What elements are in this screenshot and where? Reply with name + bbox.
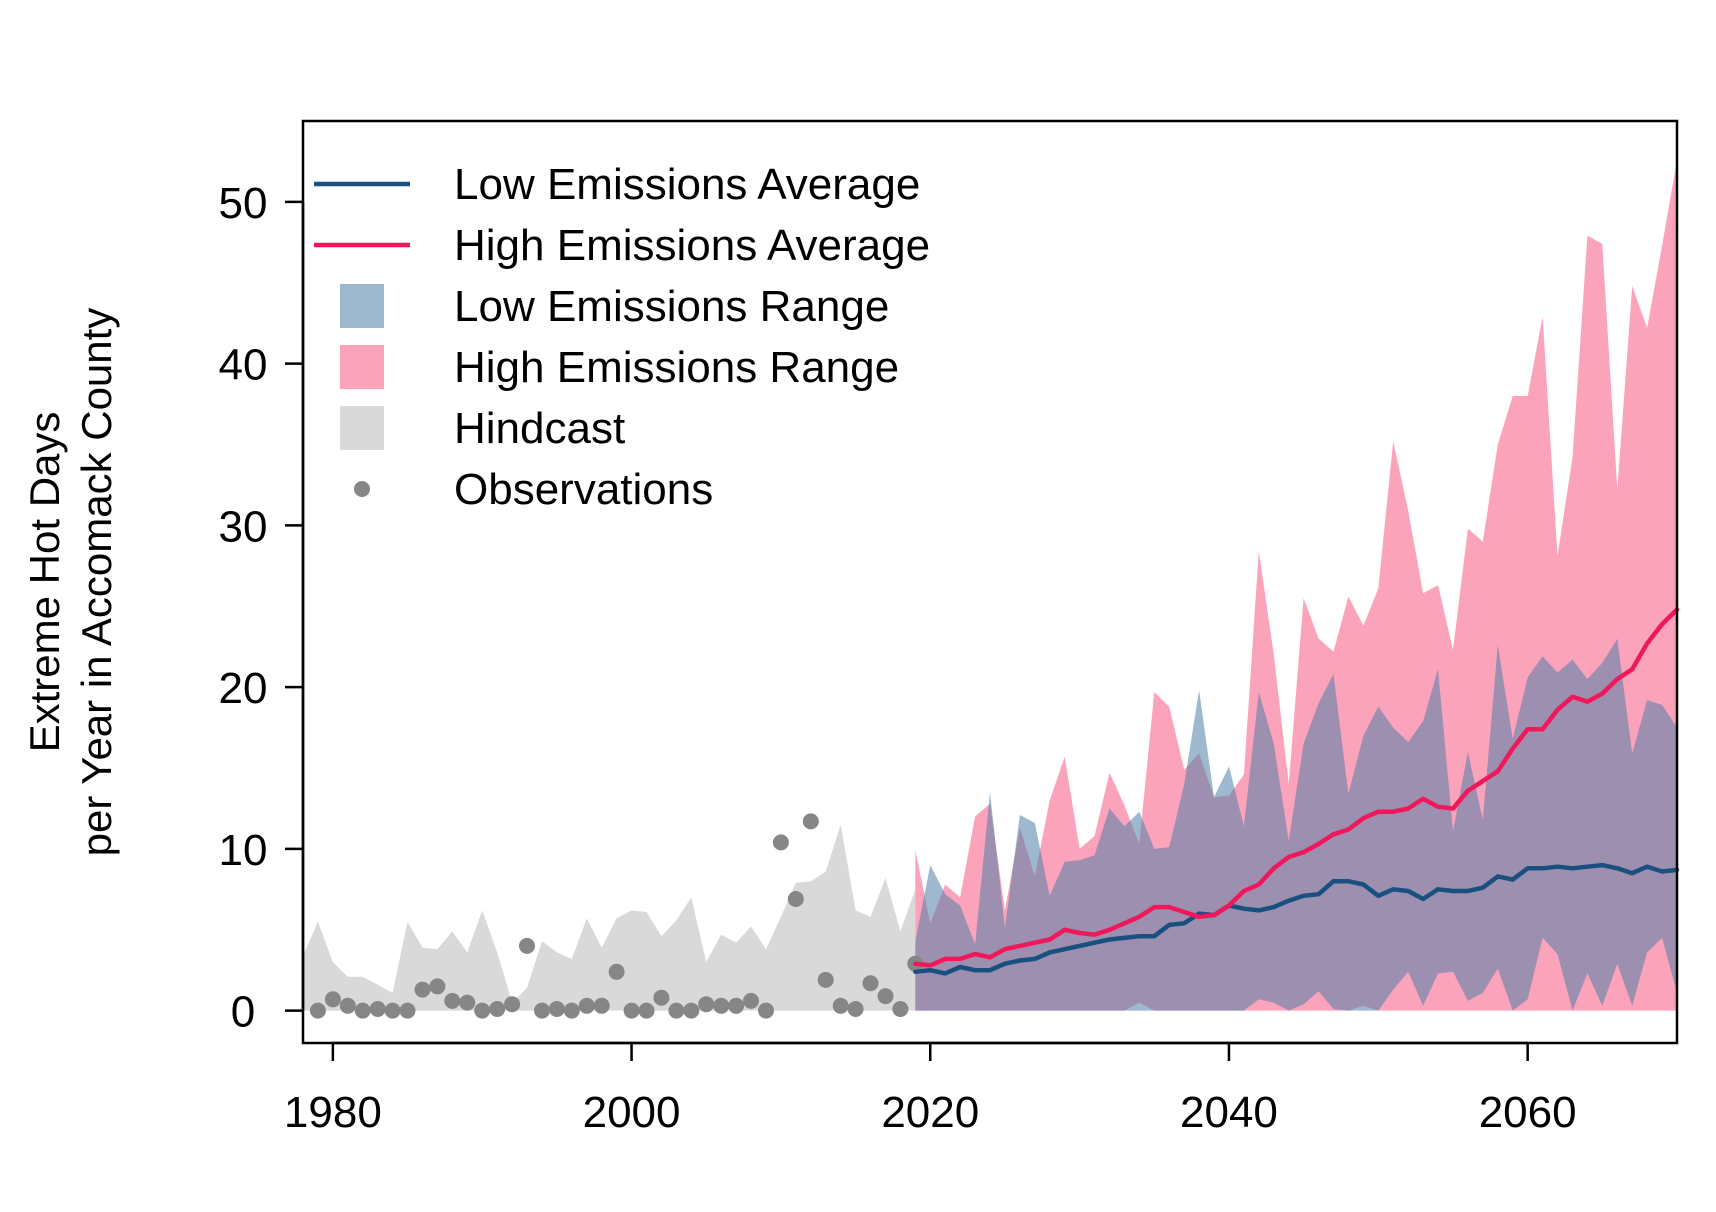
observation-point (787, 891, 804, 907)
legend-entry: High Emissions Range (340, 343, 899, 392)
observation-point (548, 1001, 565, 1017)
legend: Low Emissions Average High Emissions Aver… (314, 160, 930, 514)
hindcast-area (303, 824, 916, 1011)
observations-layer (309, 813, 924, 1019)
low-emissions-range-layer (915, 638, 1677, 1011)
observation-point (817, 971, 834, 988)
observation-point (369, 1001, 386, 1017)
legend-entry: Observations (354, 465, 713, 514)
observation-point (534, 1002, 550, 1019)
observation-point (713, 997, 730, 1014)
observation-point (698, 996, 715, 1013)
observation-point (384, 1002, 401, 1019)
observation-point (668, 1002, 685, 1019)
y-tick-label: 40 (219, 341, 268, 390)
y-tick-label: 30 (219, 502, 268, 551)
y-axis-title-line: per Year in Accomack County (73, 308, 120, 857)
legend-point-swatch (354, 481, 370, 497)
hindcast-area-layer (303, 824, 916, 1011)
observation-point (309, 1002, 326, 1019)
observation-point (578, 997, 595, 1014)
legend-entry: Hindcast (340, 404, 625, 453)
observation-point (399, 1002, 416, 1019)
observation-point (519, 937, 535, 954)
legend-label: Hindcast (454, 404, 625, 453)
low-emissions-range-area (915, 638, 1677, 1011)
observation-point (653, 989, 670, 1006)
observation-point (429, 978, 446, 995)
y-tick-label: 10 (219, 826, 268, 875)
x-axis: 1980 2000 2020 2040 2060 (284, 1041, 1577, 1137)
observation-point (623, 1002, 640, 1019)
legend-entry: Low Emissions Range (340, 282, 889, 331)
y-axis-title: Extreme Hot Days per Year in Accomack Cou… (21, 308, 120, 857)
observation-point (638, 1002, 655, 1019)
average-lines-layer (913, 607, 1680, 976)
legend-box-swatch (340, 284, 384, 328)
observation-point (563, 1002, 580, 1019)
legend-label: High Emissions Range (454, 343, 899, 392)
y-axis-title-line: Extreme Hot Days (21, 412, 68, 753)
observation-point (772, 834, 789, 851)
observation-point (459, 994, 476, 1011)
legend-box-swatch (340, 406, 384, 450)
observation-point (474, 1002, 491, 1019)
observation-point (758, 1002, 774, 1019)
observation-point (354, 1002, 371, 1019)
legend-label: Low Emissions Average (454, 160, 920, 209)
observation-point (743, 992, 759, 1009)
observation-point (504, 996, 521, 1013)
observation-point (339, 997, 356, 1014)
observation-point (728, 997, 745, 1014)
x-tick-label: 2020 (881, 1088, 979, 1137)
observation-point (832, 997, 849, 1014)
x-tick-label: 2060 (1479, 1088, 1577, 1137)
legend-entry: High Emissions Average (314, 221, 930, 270)
observation-point (489, 1001, 506, 1017)
y-tick-label: 0 (231, 988, 255, 1037)
observation-point (892, 1001, 909, 1017)
x-tick-label: 2000 (583, 1088, 681, 1137)
observation-point (862, 975, 879, 992)
y-tick-label: 50 (219, 179, 268, 228)
observation-point (802, 813, 819, 830)
low-emissions-average-line (913, 862, 1680, 976)
observation-point (847, 1001, 864, 1017)
observation-point (593, 997, 610, 1014)
observation-point (324, 991, 341, 1008)
y-axis: 0 10 20 30 40 50 (219, 179, 305, 1037)
legend-box-swatch (340, 345, 384, 389)
legend-label: High Emissions Average (454, 221, 930, 270)
x-tick-label: 1980 (284, 1088, 382, 1137)
observation-point (608, 963, 625, 980)
legend-label: Observations (454, 465, 713, 514)
legend-entry: Low Emissions Average (314, 160, 920, 209)
observation-point (414, 981, 431, 998)
y-tick-label: 20 (219, 664, 268, 713)
legend-label: Low Emissions Range (454, 282, 889, 331)
x-tick-label: 2040 (1180, 1088, 1278, 1137)
observation-point (444, 992, 461, 1009)
observation-point (683, 1002, 700, 1019)
observation-point (877, 988, 894, 1005)
high-emissions-average-line (913, 607, 1680, 968)
